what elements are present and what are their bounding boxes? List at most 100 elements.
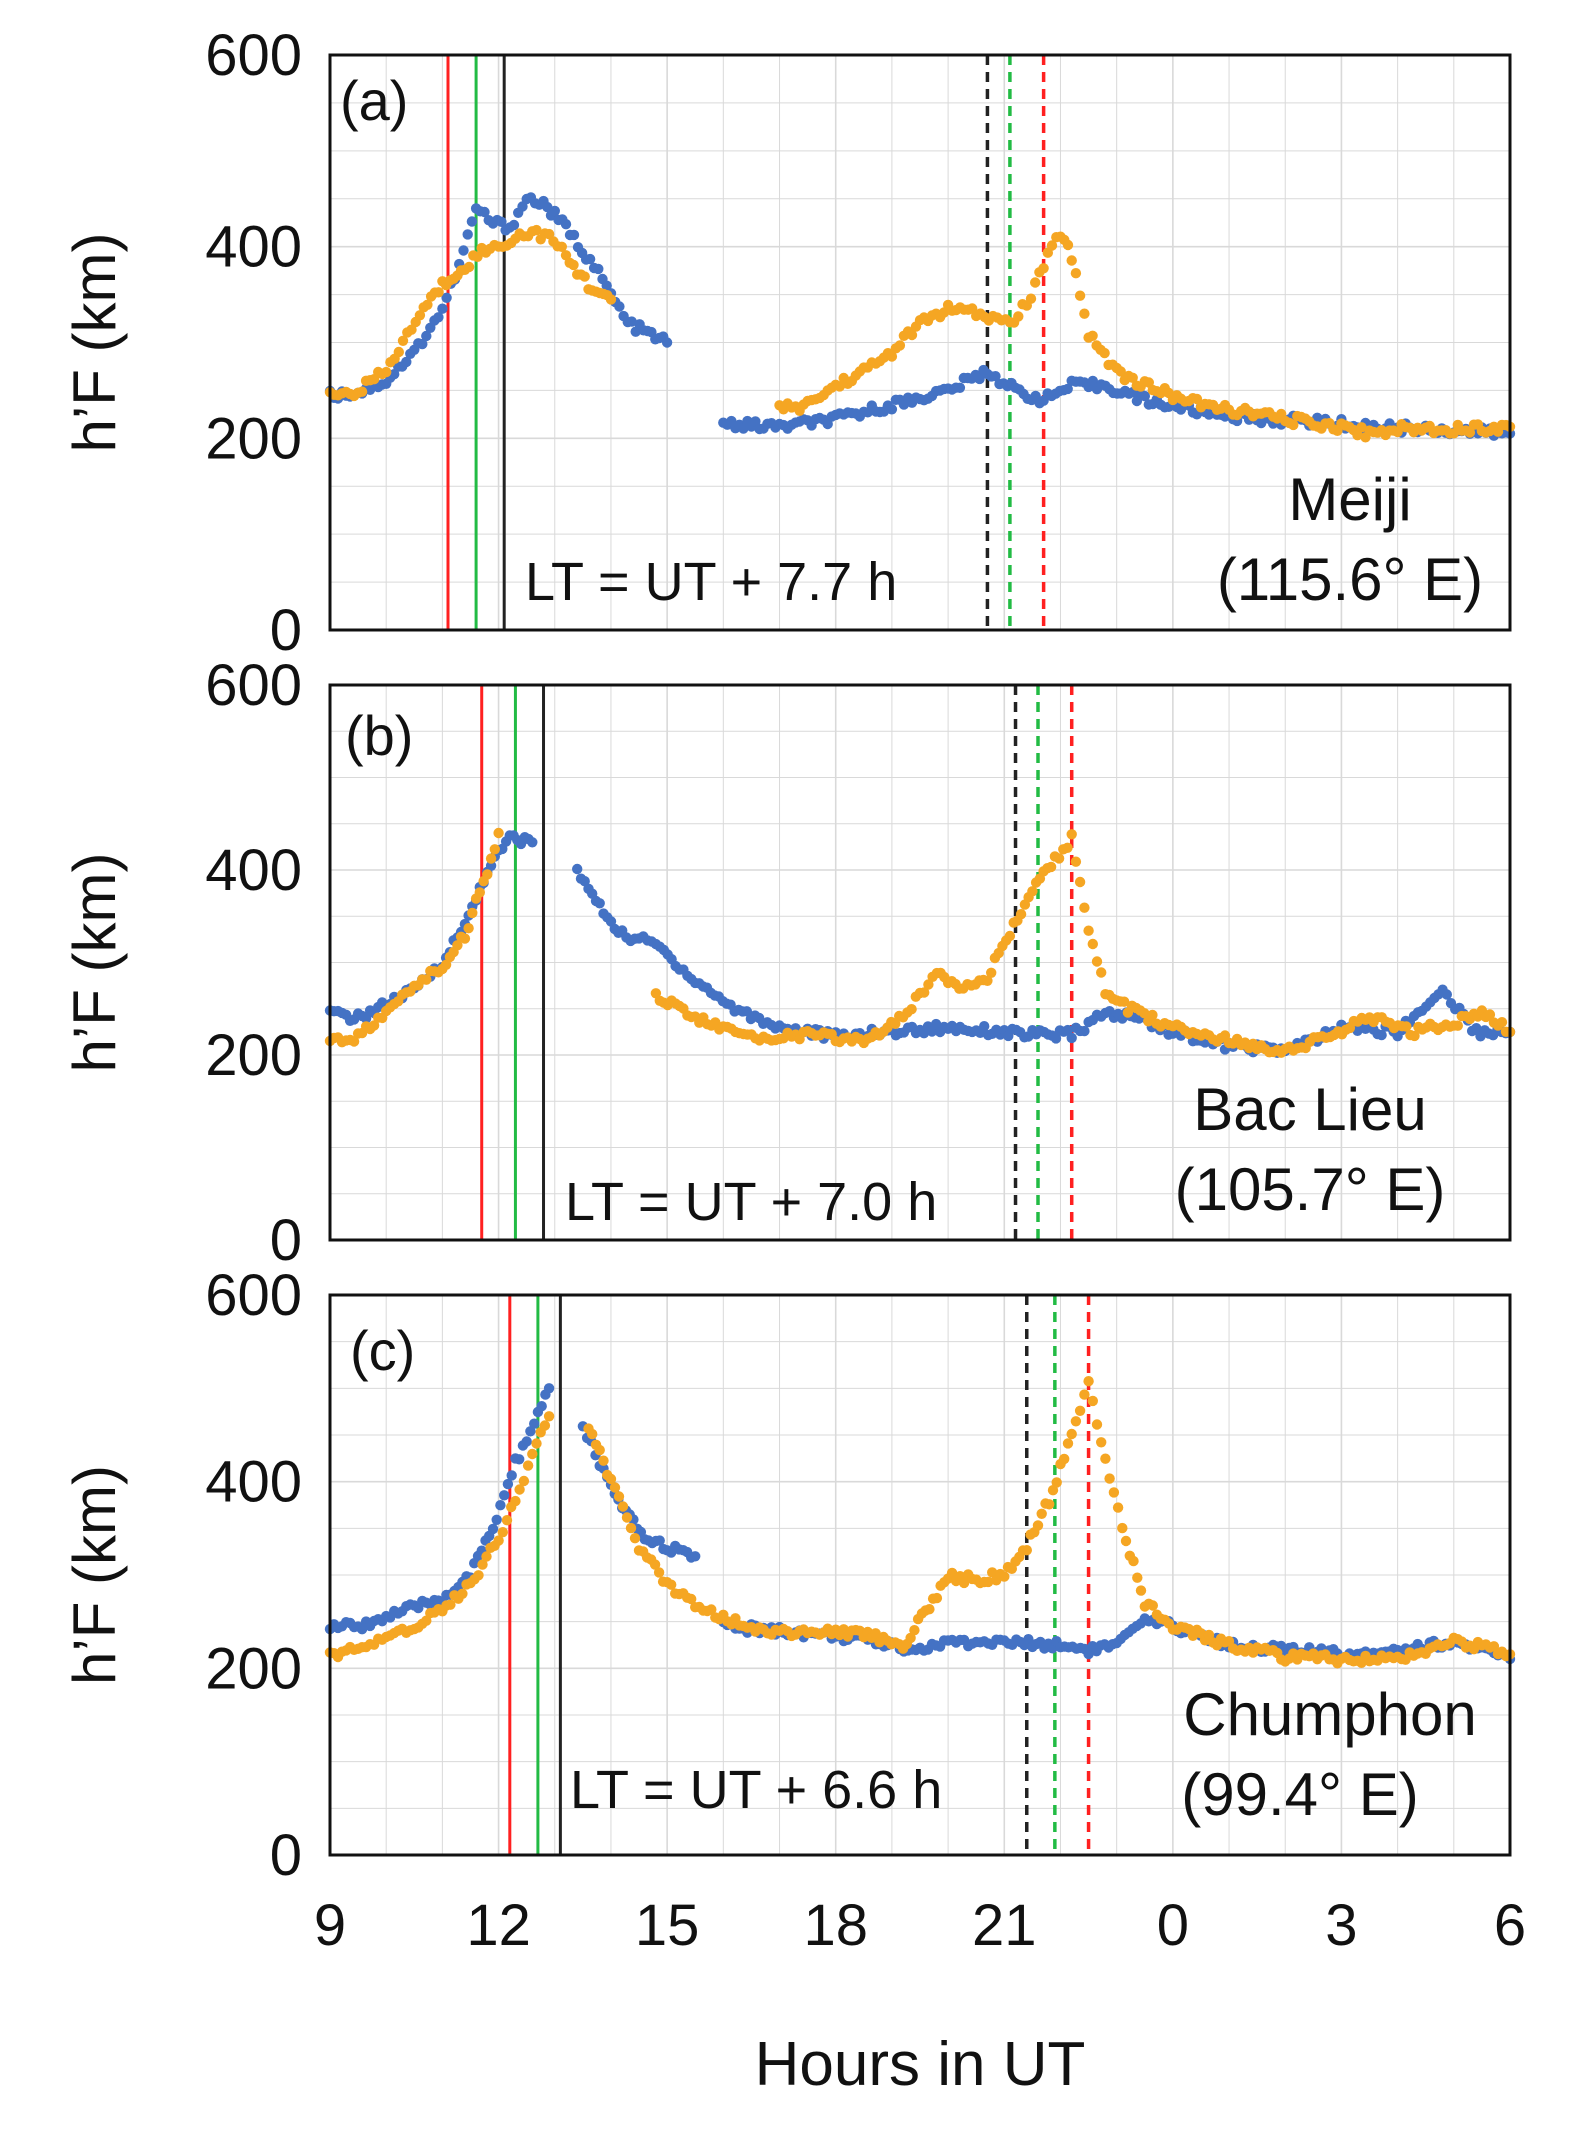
data-point-orange	[1091, 956, 1103, 967]
data-point-orange	[1059, 1453, 1070, 1465]
panel-a: 0 200 400 600 h’F (km) (a) LT = UT + 7.7…	[61, 23, 1516, 663]
data-point-orange	[472, 251, 483, 262]
panel-c-y-tick-200: 200	[205, 1636, 302, 1701]
data-point-orange	[653, 1567, 665, 1578]
data-point-orange	[1013, 311, 1024, 322]
data-point-orange	[1488, 1641, 1500, 1652]
data-point-blue	[1023, 1634, 1034, 1645]
panel-b-y-tick-400: 400	[205, 838, 302, 903]
data-point-orange	[473, 1570, 484, 1581]
data-point-blue	[487, 1523, 499, 1535]
data-point-orange	[890, 1018, 901, 1029]
data-point-orange	[1401, 1021, 1412, 1032]
data-point-orange	[1047, 1485, 1059, 1496]
data-point-blue	[1087, 375, 1099, 387]
data-point-orange	[1100, 1453, 1111, 1464]
data-point-orange	[467, 907, 478, 919]
data-point-blue	[568, 229, 580, 241]
data-point-orange	[485, 853, 497, 864]
data-point-blue	[974, 373, 985, 385]
panel-a-frame	[328, 53, 1512, 632]
data-point-blue	[527, 837, 538, 848]
data-point-orange	[406, 324, 417, 335]
data-point-orange	[919, 987, 930, 998]
data-point-blue	[543, 1383, 555, 1394]
data-point-blue	[549, 205, 560, 217]
data-point-orange	[1079, 308, 1090, 319]
data-point-orange	[982, 975, 993, 986]
data-point-orange	[497, 1527, 508, 1538]
panel-b-frame	[328, 683, 1512, 1242]
data-point-orange	[931, 1592, 943, 1604]
data-point-blue	[1066, 1032, 1077, 1044]
data-point-blue	[560, 219, 572, 230]
data-point-orange	[489, 844, 500, 855]
data-point-blue	[458, 245, 469, 256]
data-point-orange	[1066, 1428, 1077, 1440]
data-point-orange	[617, 1501, 629, 1512]
data-point-blue	[421, 330, 432, 342]
data-point-orange	[1139, 1008, 1150, 1019]
data-point-orange	[594, 1444, 605, 1456]
data-point-orange	[1004, 930, 1016, 942]
data-point-orange	[1025, 293, 1037, 304]
data-point-orange	[1120, 1535, 1132, 1547]
panel-a-y-ticks: 0 200 400 600	[205, 23, 302, 663]
data-point-blue	[886, 404, 898, 415]
data-point-blue	[1376, 1029, 1387, 1041]
data-point-orange	[463, 261, 475, 273]
data-point-blue	[529, 1418, 540, 1429]
data-point-orange	[568, 259, 579, 271]
panel-c-station: Chumphon	[1183, 1681, 1477, 1748]
x-tick-21: 21	[972, 1893, 1037, 1958]
data-point-orange	[493, 827, 504, 839]
data-point-orange	[1053, 853, 1065, 864]
x-tick-0: 0	[1157, 1893, 1189, 1958]
data-point-blue	[462, 229, 473, 240]
data-point-orange	[1074, 290, 1086, 301]
data-point-orange	[531, 224, 542, 236]
data-point-orange	[1021, 1545, 1032, 1556]
data-point-orange	[518, 1475, 530, 1487]
data-point-orange	[1117, 1522, 1128, 1534]
data-point-orange	[986, 967, 997, 978]
x-tick-9: 9	[314, 1893, 346, 1958]
data-point-orange	[1496, 1017, 1508, 1028]
x-tick-3: 3	[1325, 1893, 1357, 1958]
data-point-orange	[457, 1588, 468, 1600]
data-point-blue	[499, 1490, 510, 1501]
data-point-orange	[923, 979, 934, 990]
data-point-blue	[979, 1020, 990, 1032]
data-point-orange	[1045, 861, 1057, 873]
data-point-orange	[414, 310, 426, 321]
data-point-orange	[1147, 1009, 1158, 1021]
data-point-orange	[983, 1576, 994, 1588]
data-point-blue	[1139, 390, 1151, 402]
data-point-orange	[621, 1512, 633, 1523]
data-point-orange	[493, 1535, 504, 1546]
data-point-orange	[1083, 925, 1094, 936]
data-point-blue	[502, 1478, 514, 1490]
data-point-orange	[1096, 1437, 1107, 1448]
data-point-orange	[1091, 1419, 1103, 1430]
panel-c-y-tick-400: 400	[205, 1450, 302, 1515]
panel-b-lt-note: LT = UT + 7.0 h	[565, 1172, 937, 1232]
data-point-orange	[579, 271, 590, 282]
data-point-orange	[1108, 1487, 1120, 1498]
data-point-orange	[906, 329, 918, 341]
data-point-orange	[906, 1004, 917, 1015]
panel-a-station: Meiji	[1288, 466, 1411, 533]
data-point-orange	[609, 1482, 621, 1493]
data-point-orange	[1015, 909, 1027, 920]
data-point-orange	[1409, 1030, 1420, 1042]
data-point-orange	[870, 1628, 881, 1639]
data-point-orange	[463, 923, 474, 934]
data-point-orange	[924, 1604, 935, 1615]
panel-b-y-tick-600: 600	[205, 653, 302, 718]
data-point-blue	[437, 303, 448, 314]
data-point-orange	[1128, 1555, 1139, 1567]
data-point-orange	[1062, 842, 1073, 853]
data-point-blue	[485, 860, 497, 871]
panel-b-vlines	[480, 685, 1074, 1240]
data-point-orange	[531, 1438, 542, 1449]
